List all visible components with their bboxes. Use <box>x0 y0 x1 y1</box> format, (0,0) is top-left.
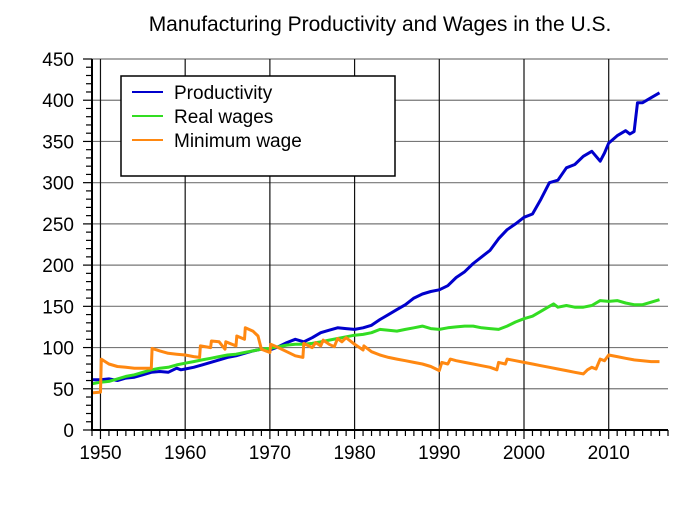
y-tick-label: 100 <box>42 339 74 360</box>
y-tick-label: 200 <box>42 256 74 277</box>
y-tick-label: 450 <box>42 50 74 71</box>
y-tick-label: 350 <box>42 132 74 153</box>
chart-title: Manufacturing Productivity and Wages in … <box>149 13 612 36</box>
y-tick-label: 50 <box>53 380 74 401</box>
axes <box>83 58 669 439</box>
series-line-minimum-wage <box>91 326 660 395</box>
x-tick-label: 1980 <box>333 443 375 464</box>
series-line-productivity <box>92 91 661 382</box>
legend-box <box>120 75 396 177</box>
legend-label: Minimum wage <box>174 131 302 152</box>
y-tick-label: 150 <box>42 297 74 318</box>
series-lines <box>91 91 661 395</box>
legend-label: Real wages <box>174 107 273 128</box>
x-tick-label: 2000 <box>503 443 545 464</box>
y-axis: 0 50 100 150 200 250 300 350 400 450 <box>42 50 74 442</box>
legend: Productivity Real wages Minimum wage <box>120 75 396 177</box>
x-axis: 1950 1960 1970 1980 1990 2000 2010 <box>79 443 630 464</box>
x-tick-label: 1990 <box>418 443 460 464</box>
series-line-real-wages <box>91 298 660 386</box>
legend-label: Productivity <box>174 83 273 104</box>
y-tick-label: 0 <box>63 421 74 442</box>
y-tick-label: 400 <box>42 91 74 112</box>
y-tick-label: 300 <box>42 174 74 195</box>
x-tick-label: 2010 <box>588 443 630 464</box>
y-tick-label: 250 <box>42 215 74 236</box>
x-tick-label: 1960 <box>164 443 206 464</box>
x-tick-label: 1950 <box>79 443 121 464</box>
x-tick-label: 1970 <box>249 443 291 464</box>
